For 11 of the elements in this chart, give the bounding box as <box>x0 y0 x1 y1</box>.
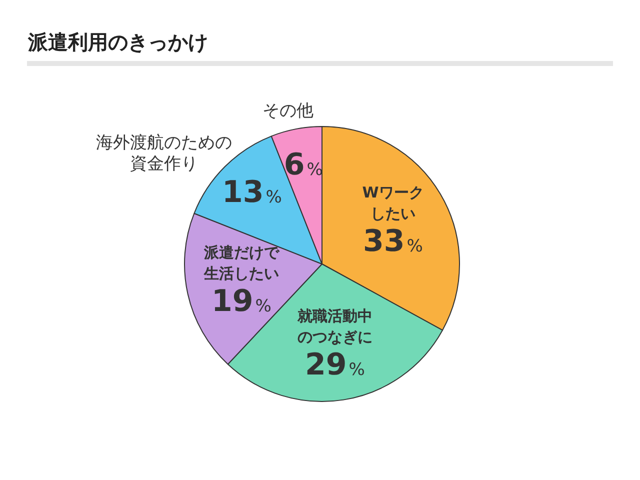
slice-label: その他 <box>262 100 314 121</box>
slice-label: 派遣だけで生活したい <box>202 243 280 282</box>
data-label: 33% <box>363 224 423 259</box>
chart-title: 派遣利用のきっかけ <box>28 29 208 55</box>
data-label: 29% <box>304 347 365 382</box>
slice-label: 海外渡航のための資金作り <box>96 133 232 174</box>
data-label: 13% <box>222 174 282 210</box>
slice-label: Wワークしたい <box>362 183 424 222</box>
data-label: 6% <box>284 148 323 183</box>
data-label: 19% <box>212 284 272 319</box>
slice-label: 就職活動中のつなぎに <box>296 306 372 346</box>
